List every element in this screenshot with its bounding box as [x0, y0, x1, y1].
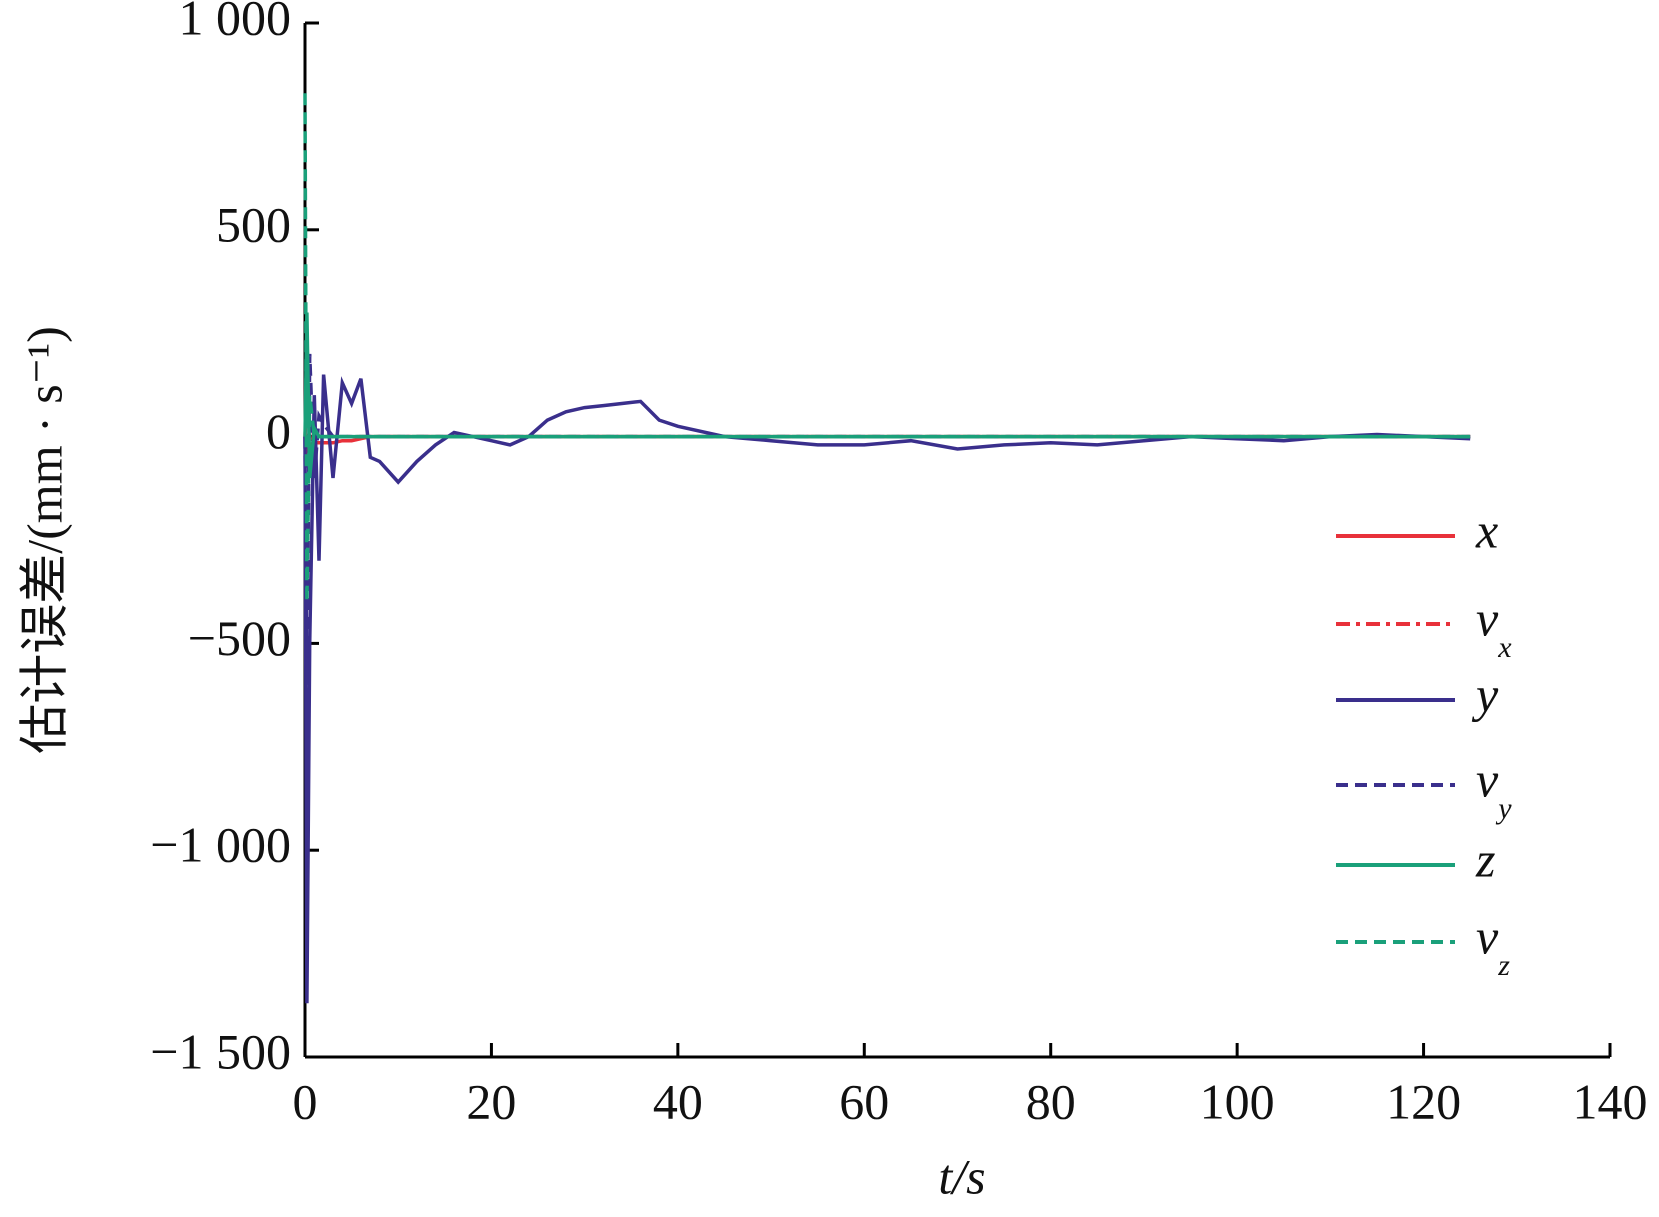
x-tick-label: 40: [653, 1073, 703, 1129]
x-tick-label: 80: [1026, 1073, 1076, 1129]
y-tick-label: 500: [216, 196, 291, 252]
x-tick-label: 0: [293, 1073, 318, 1129]
legend-label: vz: [1476, 908, 1510, 981]
x-tick-label: 100: [1200, 1073, 1275, 1129]
legend-subscript: x: [1497, 631, 1512, 664]
data-line: [303, 312, 1471, 479]
legend-label: z: [1475, 831, 1495, 887]
data-line: [303, 374, 1471, 1004]
x-axis-label: t/s: [938, 1148, 985, 1204]
legend-subscript: z: [1497, 949, 1510, 982]
data-line: [303, 395, 1471, 458]
y-tick-label: 0: [266, 403, 291, 459]
y-axis-label: 估计误差/(mm · s⁻¹): [16, 326, 72, 753]
legend-label: vx: [1476, 590, 1512, 663]
y-tick-label: −500: [188, 610, 291, 666]
y-tick-label: −1 500: [150, 1023, 291, 1079]
y-tick-label: −1 000: [150, 817, 291, 873]
y-tick-label: 1 000: [179, 0, 292, 45]
x-tick-label: 20: [466, 1073, 516, 1129]
legend-label: vy: [1476, 751, 1512, 824]
x-tick-label: 60: [839, 1073, 889, 1129]
data-line: [303, 353, 1471, 685]
data-line: [303, 93, 1471, 603]
legend-label: y: [1471, 666, 1499, 722]
legend-subscript: y: [1495, 792, 1512, 825]
x-tick-label: 140: [1573, 1073, 1648, 1129]
x-tick-label: 120: [1386, 1073, 1461, 1129]
legend-label: x: [1475, 502, 1498, 558]
